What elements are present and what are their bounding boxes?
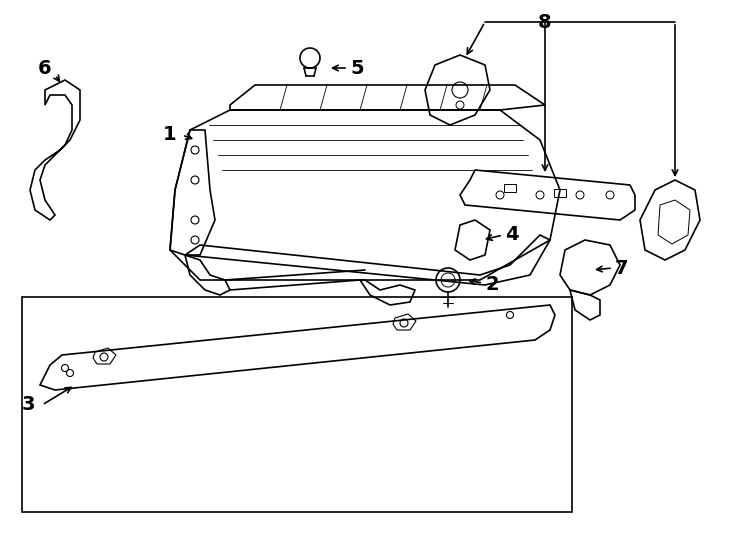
Bar (22, 297, 572, 512)
Text: 5: 5 (350, 58, 363, 78)
Text: 1: 1 (163, 125, 177, 145)
Text: 3: 3 (21, 395, 34, 415)
Text: 4: 4 (505, 226, 519, 245)
Text: 7: 7 (615, 259, 628, 278)
Text: 6: 6 (38, 58, 52, 78)
Text: 2: 2 (485, 275, 498, 294)
Text: 8: 8 (538, 12, 552, 31)
